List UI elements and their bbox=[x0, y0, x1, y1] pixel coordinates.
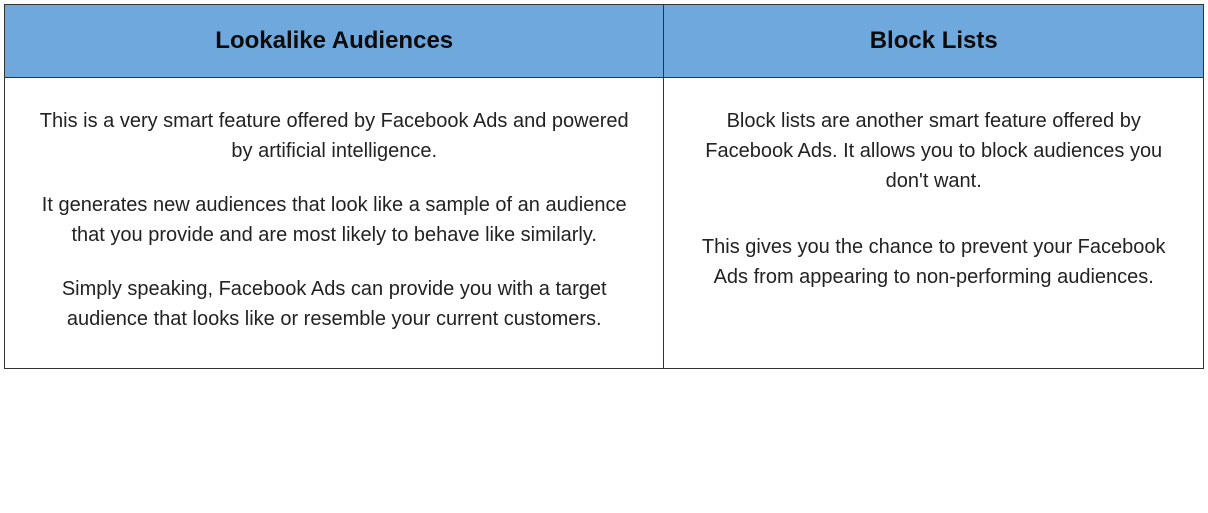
lookalike-paragraph-3: Simply speaking, Facebook Ads can provid… bbox=[29, 274, 639, 334]
column-header-lookalike: Lookalike Audiences bbox=[5, 5, 664, 78]
blocklists-paragraph-2: This gives you the chance to prevent you… bbox=[688, 232, 1179, 292]
cell-blocklists: Block lists are another smart feature of… bbox=[664, 78, 1204, 369]
table-body-row: This is a very smart feature offered by … bbox=[5, 78, 1204, 369]
column-header-blocklists: Block Lists bbox=[664, 5, 1204, 78]
table-header-row: Lookalike Audiences Block Lists bbox=[5, 5, 1204, 78]
comparison-table: Lookalike Audiences Block Lists This is … bbox=[4, 4, 1204, 369]
lookalike-paragraph-1: This is a very smart feature offered by … bbox=[29, 106, 639, 166]
lookalike-paragraph-2: It generates new audiences that look lik… bbox=[29, 190, 639, 250]
blocklists-paragraph-1: Block lists are another smart feature of… bbox=[688, 106, 1179, 196]
cell-lookalike: This is a very smart feature offered by … bbox=[5, 78, 664, 369]
